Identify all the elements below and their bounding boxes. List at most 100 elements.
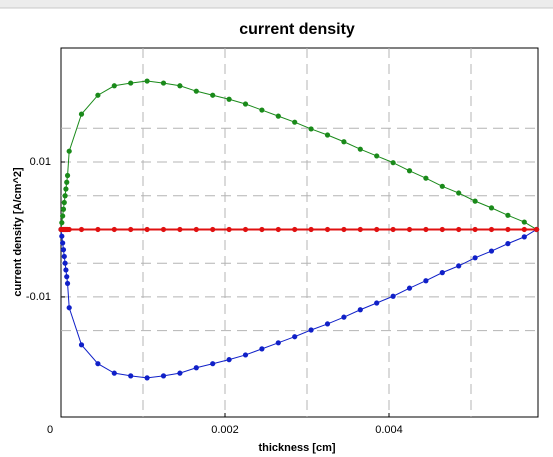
data-point (275, 340, 281, 346)
data-point (95, 361, 101, 367)
data-point (324, 132, 331, 138)
data-point (242, 352, 249, 358)
data-point (406, 168, 413, 174)
data-point (64, 274, 70, 280)
data-point (521, 219, 527, 225)
toolbar-strip (0, 0, 553, 8)
data-point (521, 226, 527, 233)
data-point (292, 334, 298, 340)
data-point (78, 226, 85, 233)
data-point (292, 119, 298, 125)
data-point (66, 148, 72, 154)
data-point (128, 80, 134, 86)
data-point (324, 226, 331, 233)
data-point (505, 212, 511, 218)
data-point (144, 226, 150, 233)
data-point (374, 153, 380, 159)
data-point (59, 220, 65, 226)
data-point (60, 240, 66, 246)
data-point (193, 88, 199, 94)
data-point (111, 83, 117, 89)
data-point (128, 373, 134, 379)
data-point (177, 370, 183, 376)
data-point (505, 226, 511, 233)
data-point (423, 226, 429, 233)
data-point (357, 146, 363, 152)
data-point (144, 78, 150, 84)
y-tick-label: 0.01 (30, 156, 51, 168)
data-point (64, 280, 71, 287)
data-point (210, 92, 216, 98)
data-point (193, 226, 199, 233)
data-point (226, 226, 232, 233)
data-point (61, 253, 67, 260)
data-point (95, 226, 101, 233)
data-point (63, 267, 69, 273)
data-point (259, 107, 265, 113)
data-point (324, 321, 331, 327)
data-point (423, 278, 429, 284)
data-point (534, 226, 540, 233)
data-point (160, 373, 167, 379)
data-point (456, 190, 462, 196)
data-point (259, 226, 265, 233)
data-point (177, 83, 183, 89)
data-point (64, 179, 70, 185)
x-tick-label: 0.004 (375, 424, 403, 436)
data-point (275, 226, 281, 233)
data-point (472, 226, 478, 233)
data-point (60, 213, 66, 219)
data-point (308, 226, 314, 233)
data-point (341, 314, 347, 320)
data-point (66, 305, 72, 311)
data-point (341, 226, 347, 233)
data-point (193, 365, 199, 371)
data-point (505, 241, 511, 247)
data-point (160, 226, 167, 233)
x-tick-label: 0.002 (211, 424, 239, 436)
data-point (275, 113, 281, 119)
data-point (210, 226, 216, 233)
data-point (78, 111, 85, 117)
data-point (488, 205, 495, 211)
data-point (357, 307, 363, 313)
data-point (160, 80, 167, 86)
data-point (390, 160, 396, 166)
data-point (374, 226, 380, 233)
y-axis-label: current density [A/cm^2] (12, 167, 24, 297)
y-tick-label: -0.01 (26, 291, 51, 303)
data-point (472, 255, 478, 261)
data-point (472, 198, 478, 204)
data-point (66, 226, 72, 233)
data-point (242, 226, 249, 233)
data-point (111, 370, 117, 376)
data-point (456, 263, 462, 269)
data-point (128, 226, 134, 233)
x-tick-label: 0 (47, 424, 53, 436)
plot-area (60, 47, 539, 418)
data-point (357, 226, 363, 233)
data-point (308, 327, 314, 333)
data-point (488, 226, 495, 233)
data-point (390, 293, 396, 299)
data-point (62, 260, 68, 266)
data-point (341, 139, 347, 145)
data-point (374, 300, 380, 306)
data-point (423, 175, 429, 181)
data-point (226, 96, 232, 102)
data-point (144, 375, 150, 381)
data-point (210, 361, 216, 367)
chart-title: current density (239, 21, 355, 38)
data-point (406, 285, 413, 291)
data-point (95, 92, 101, 98)
x-axis-label: thickness [cm] (258, 442, 335, 454)
data-point (406, 226, 413, 233)
data-point (63, 186, 69, 192)
data-point (59, 233, 65, 239)
data-point (439, 183, 445, 189)
data-point (259, 346, 265, 352)
data-point (78, 342, 85, 348)
data-point (292, 226, 298, 233)
data-point (456, 226, 462, 233)
